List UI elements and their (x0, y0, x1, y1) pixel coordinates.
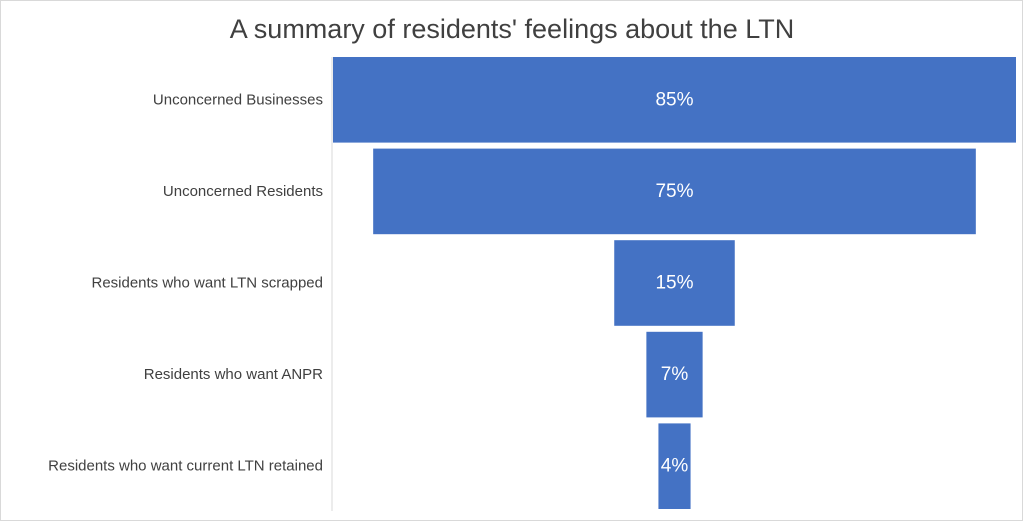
funnel-bar (614, 240, 735, 326)
data-label: 85% (655, 89, 693, 110)
funnel-bar (658, 423, 691, 509)
funnel-bar (333, 57, 1016, 143)
category-label: Residents who want current LTN retained (48, 458, 323, 475)
category-label: Unconcerned Businesses (153, 91, 323, 108)
category-label: Unconcerned Residents (163, 183, 323, 200)
funnel-bar (373, 148, 976, 235)
category-label: Residents who want LTN scrapped (91, 275, 323, 292)
data-label: 15% (655, 273, 693, 294)
chart-title: A summary of residents' feelings about t… (230, 14, 794, 44)
data-label: 7% (661, 364, 689, 385)
category-label: Residents who want ANPR (144, 366, 323, 383)
chart-marks: Unconcerned Businesses 85% Unconcerned Res… (48, 57, 1016, 509)
data-label: 4% (661, 456, 689, 477)
data-label: 75% (655, 181, 693, 202)
funnel-bar (646, 331, 703, 418)
